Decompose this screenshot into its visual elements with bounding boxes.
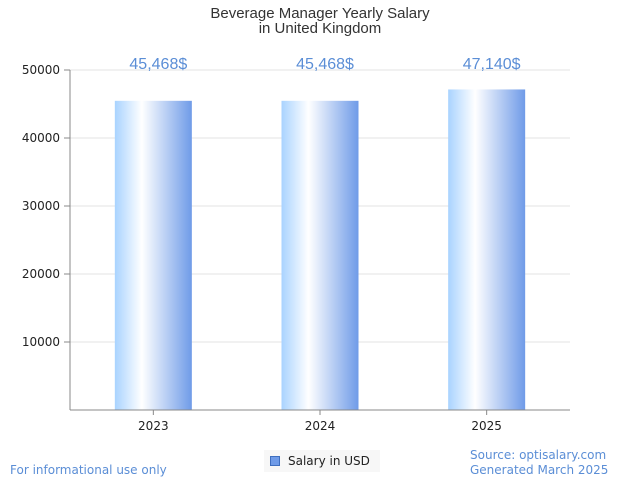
y-tick-label-30000: 30000 xyxy=(22,199,60,213)
data-labels: 45,468$ 45,468$ 47,140$ xyxy=(129,56,520,73)
y-tick-label-50000: 50000 xyxy=(22,63,60,77)
chart-title-line-2: in United Kingdom xyxy=(259,20,382,37)
source-block: Source: optisalary.com Generated March 2… xyxy=(470,448,608,478)
bar-2023 xyxy=(114,100,192,410)
bars xyxy=(114,89,526,410)
legend-label-salary: Salary in USD xyxy=(288,454,370,468)
disclaimer-text: For informational use only xyxy=(10,463,167,477)
x-tick-label-2025: 2025 xyxy=(471,419,502,433)
source-text: Source: optisalary.com xyxy=(470,448,607,462)
y-tick-label-40000: 40000 xyxy=(22,131,60,145)
legend-swatch xyxy=(270,456,280,466)
bar-2024 xyxy=(281,100,359,410)
y-tick-label-10000: 10000 xyxy=(22,335,60,349)
data-label-2023: 45,468$ xyxy=(129,56,187,73)
x-tick-label-2023: 2023 xyxy=(138,419,169,433)
generated-text: Generated March 2025 xyxy=(470,463,609,477)
axes: 10000 20000 30000 40000 50000 2023 2024 2025 xyxy=(22,63,570,433)
data-label-2024: 45,468$ xyxy=(296,56,354,73)
bar-2025 xyxy=(448,89,526,410)
data-label-2025: 47,140$ xyxy=(463,56,521,73)
y-tick-label-20000: 20000 xyxy=(22,267,60,281)
x-tick-label-2024: 2024 xyxy=(305,419,336,433)
legend: Salary in USD xyxy=(264,450,380,472)
chart-title-line-1: Beverage Manager Yearly Salary xyxy=(210,5,430,22)
